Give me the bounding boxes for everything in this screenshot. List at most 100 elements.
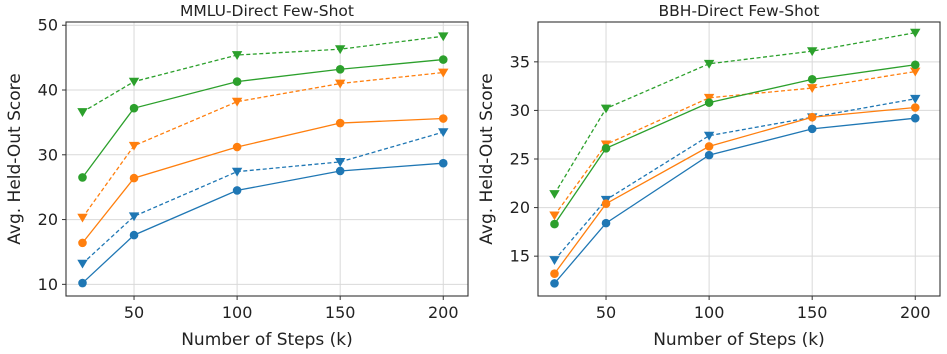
data-point (77, 259, 88, 269)
bbh-chart-title: BBH-Direct Few-Shot (659, 2, 820, 20)
y-tick-label: 50 (38, 16, 58, 35)
data-point (807, 75, 817, 84)
data-point (334, 158, 346, 167)
series-line (82, 35, 444, 113)
data-point (910, 28, 921, 38)
mmlu-series-5 (78, 55, 448, 182)
data-point (704, 98, 714, 107)
x-tick-label: 150 (325, 303, 356, 322)
data-point (704, 142, 714, 151)
x-tick-label: 50 (596, 303, 616, 322)
data-point (77, 108, 88, 117)
data-point (910, 94, 921, 104)
data-point (231, 97, 243, 107)
x-axis-label: Number of Steps (k) (653, 330, 825, 350)
data-point (128, 77, 140, 87)
mmlu-series-3 (78, 114, 448, 248)
data-point (703, 93, 715, 103)
data-point (438, 114, 448, 123)
x-tick-label: 150 (797, 303, 828, 322)
data-point (231, 51, 243, 60)
data-point (129, 103, 139, 113)
mmlu-plot-frame (65, 21, 469, 297)
data-point (232, 186, 242, 195)
data-point (334, 45, 346, 55)
data-point (549, 256, 560, 265)
bbh-chart-panel: 50 100 150 200 15 20 25 30 35 BBH-Direct Few-Shot… (477, 2, 941, 350)
data-point (550, 269, 559, 278)
data-point (438, 158, 448, 168)
data-point (550, 279, 559, 288)
mmlu-chart-panel: 50 100 150 200 10 20 30 40 50 MMLU-Direct Few-Sho… (5, 2, 469, 350)
data-point (128, 141, 140, 151)
y-tick-label: 40 (38, 81, 58, 100)
data-point (335, 64, 345, 74)
data-point (601, 218, 611, 228)
data-point (128, 212, 140, 222)
mmlu-series-2 (77, 128, 449, 269)
data-point (601, 144, 611, 153)
data-point (438, 128, 449, 138)
data-point (129, 173, 139, 183)
data-point (335, 118, 345, 128)
data-point (910, 60, 920, 70)
series-line (81, 58, 444, 178)
data-point (910, 113, 920, 123)
data-point (335, 166, 345, 176)
data-point (438, 32, 449, 42)
mmlu-series-1 (78, 158, 448, 288)
data-point (806, 47, 818, 57)
data-point (232, 142, 242, 152)
y-tick-label: 20 (38, 210, 58, 229)
data-point (438, 55, 448, 64)
data-point (910, 103, 920, 112)
data-point (549, 211, 560, 221)
y-tick-label: 10 (38, 275, 58, 294)
data-point (78, 238, 87, 248)
x-tick-label: 200 (900, 303, 931, 322)
bbh-series-1 (550, 113, 920, 288)
data-point (231, 167, 243, 177)
mmlu-series-4 (77, 68, 449, 223)
x-axis-label: Number of Steps (k) (181, 330, 353, 350)
data-point (129, 230, 139, 240)
series-line (553, 32, 916, 195)
data-point (704, 150, 714, 160)
y-axis-label: Avg. Held-Out Score (5, 73, 25, 245)
data-point (806, 84, 818, 94)
series-line (81, 71, 444, 218)
y-tick-label: 30 (38, 145, 58, 164)
data-point (550, 219, 559, 229)
data-point (77, 213, 88, 223)
mmlu-chart-title: MMLU-Direct Few-Shot (180, 2, 354, 20)
data-point (549, 190, 560, 199)
data-point (232, 77, 242, 86)
bbh-series-2 (549, 94, 921, 265)
series-line (553, 106, 916, 275)
x-tick-label: 50 (124, 303, 144, 322)
data-point (334, 79, 346, 89)
x-tick-label: 100 (222, 303, 253, 322)
bbh-series-6 (549, 28, 921, 199)
data-point (703, 131, 715, 141)
bbh-series-3 (550, 103, 920, 278)
data-point (78, 278, 87, 288)
series-line (553, 70, 916, 216)
x-tick-label: 100 (694, 303, 725, 322)
data-point (438, 68, 449, 78)
y-tick-label: 15 (510, 247, 530, 266)
data-point (910, 67, 921, 77)
data-point (600, 104, 612, 114)
x-tick-label: 200 (428, 303, 459, 322)
data-point (78, 173, 87, 182)
data-point (601, 199, 611, 208)
series-line (553, 98, 916, 261)
y-axis-label: Avg. Held-Out Score (477, 73, 497, 245)
data-point (807, 112, 817, 122)
series-line (82, 131, 444, 265)
data-point (703, 59, 715, 69)
bbh-series-5 (550, 60, 920, 229)
y-tick-label: 25 (510, 150, 530, 169)
y-tick-label: 35 (510, 52, 530, 71)
